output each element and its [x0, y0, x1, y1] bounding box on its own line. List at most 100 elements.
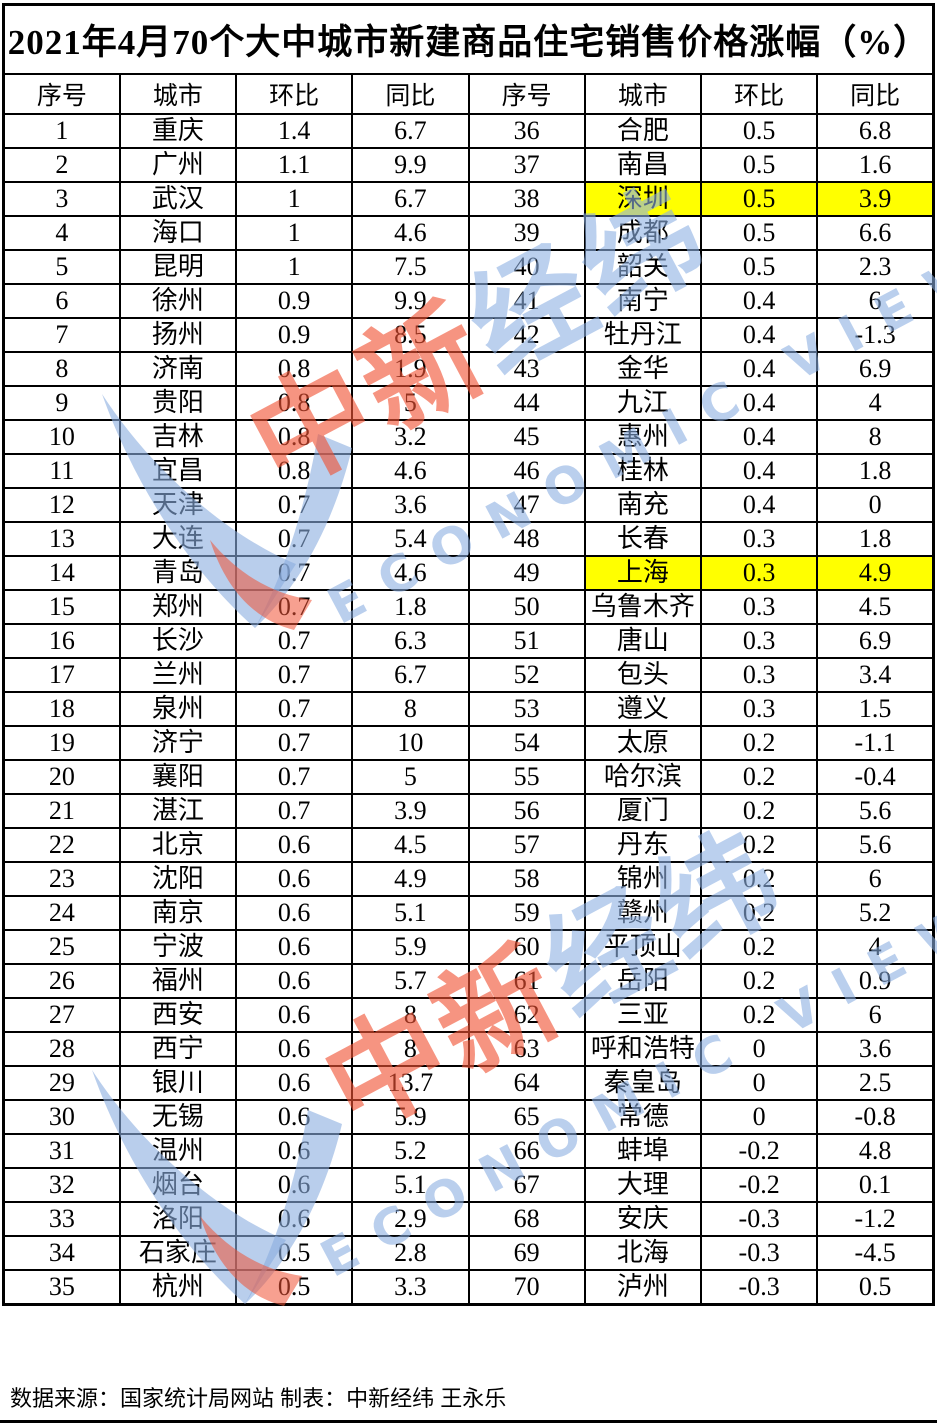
yoy-cell: 7.5	[351, 249, 470, 285]
city-cell: 贵阳	[118, 385, 238, 421]
serial-cell: 28	[2, 1031, 121, 1067]
table-area: 2021年4月70个大中城市新建商品住宅销售价格涨幅（%） 序号 城市 环比 同…	[2, 3, 935, 1306]
yoy-cell: 6	[816, 283, 935, 319]
mom-cell: 0.7	[234, 691, 354, 727]
serial-cell: 2	[2, 147, 121, 183]
yoy-cell: 5.6	[816, 827, 935, 863]
mom-cell: 0.7	[234, 793, 354, 829]
yoy-cell: 4.6	[351, 215, 470, 251]
mom-cell: 0.6	[234, 861, 354, 897]
mom-cell: 0.2	[699, 793, 819, 829]
serial-cell: 50	[467, 589, 586, 625]
mom-cell: 0.3	[699, 623, 819, 659]
table-row: 7 扬州 0.9 8.5 42 牡丹江 0.4 -1.3	[2, 317, 935, 353]
serial-cell: 35	[2, 1269, 121, 1306]
mom-cell: 0.4	[699, 317, 819, 353]
table-row: 11 宜昌 0.8 4.6 46 桂林 0.4 1.8	[2, 453, 935, 489]
city-cell: 兰州	[118, 657, 238, 693]
city-cell: 牡丹江	[583, 317, 703, 353]
city-cell: 长春	[583, 521, 703, 557]
yoy-cell: 4	[816, 929, 935, 965]
yoy-cell: 4.5	[351, 827, 470, 863]
city-cell: 石家庄	[118, 1235, 238, 1271]
table-row: 27 西安 0.6 8 62 三亚 0.2 6	[2, 997, 935, 1033]
city-cell: 武汉	[118, 181, 238, 217]
city-cell: 合肥	[583, 113, 703, 149]
yoy-cell: 6.8	[816, 113, 935, 149]
mom-cell: 0.8	[234, 453, 354, 489]
yoy-cell: 5.4	[351, 521, 470, 557]
serial-cell: 70	[467, 1269, 586, 1306]
yoy-cell: 5.2	[351, 1133, 470, 1169]
yoy-cell: 4.5	[816, 589, 935, 625]
serial-cell: 49	[467, 555, 586, 591]
city-cell: 杭州	[118, 1269, 238, 1306]
page-title: 2021年4月70个大中城市新建商品住宅销售价格涨幅（%）	[2, 3, 935, 75]
yoy-cell: 4.6	[351, 453, 470, 489]
serial-cell: 61	[467, 963, 586, 999]
yoy-cell: 9.9	[351, 147, 470, 183]
mom-cell: 0.4	[699, 453, 819, 489]
table-row: 35 杭州 0.5 3.3 70 泸州 -0.3 0.5	[2, 1269, 935, 1306]
city-cell: 锦州	[583, 861, 703, 897]
city-cell: 济宁	[118, 725, 238, 761]
table-row: 29 银川 0.6 13.7 64 秦皇岛 0 2.5	[2, 1065, 935, 1101]
serial-cell: 32	[2, 1167, 121, 1203]
serial-cell: 12	[2, 487, 121, 523]
table-row: 22 北京 0.6 4.5 57 丹东 0.2 5.6	[2, 827, 935, 863]
serial-cell: 64	[467, 1065, 586, 1101]
yoy-cell: 4.8	[816, 1133, 935, 1169]
table-row: 19 济宁 0.7 10 54 太原 0.2 -1.1	[2, 725, 935, 761]
mom-cell: -0.2	[699, 1167, 819, 1203]
price-table: 2021年4月70个大中城市新建商品住宅销售价格涨幅（%） 序号 城市 环比 同…	[2, 3, 935, 1306]
serial-cell: 69	[467, 1235, 586, 1271]
mom-cell: 0.9	[234, 317, 354, 353]
serial-cell: 7	[2, 317, 121, 353]
yoy-cell: 5.2	[816, 895, 935, 931]
city-cell: 三亚	[583, 997, 703, 1033]
city-cell: 襄阳	[118, 759, 238, 795]
yoy-cell: 6.7	[351, 181, 470, 217]
serial-cell: 59	[467, 895, 586, 931]
serial-cell: 62	[467, 997, 586, 1033]
yoy-cell: 4.6	[351, 555, 470, 591]
serial-cell: 14	[2, 555, 121, 591]
serial-cell: 22	[2, 827, 121, 863]
yoy-cell: 6.7	[351, 113, 470, 149]
yoy-cell: 1.8	[816, 453, 935, 489]
column-header-serial-right: 序号	[467, 73, 586, 115]
yoy-cell: 8.5	[351, 317, 470, 353]
table-row: 18 泉州 0.7 8 53 遵义 0.3 1.5	[2, 691, 935, 727]
city-cell: 北京	[118, 827, 238, 863]
table-row: 17 兰州 0.7 6.7 52 包头 0.3 3.4	[2, 657, 935, 693]
serial-cell: 23	[2, 861, 121, 897]
city-cell: 洛阳	[118, 1201, 238, 1237]
city-cell: 长沙	[118, 623, 238, 659]
city-cell: 太原	[583, 725, 703, 761]
serial-cell: 63	[467, 1031, 586, 1067]
serial-cell: 34	[2, 1235, 121, 1271]
serial-cell: 65	[467, 1099, 586, 1135]
mom-cell: 0.4	[699, 487, 819, 523]
city-cell: 西宁	[118, 1031, 238, 1067]
serial-cell: 37	[467, 147, 586, 183]
mom-cell: 0	[699, 1065, 819, 1101]
mom-cell: 0.6	[234, 929, 354, 965]
city-cell: 泸州	[583, 1269, 703, 1306]
city-cell: 无锡	[118, 1099, 238, 1135]
city-cell: 呼和浩特	[583, 1031, 703, 1067]
title-row: 2021年4月70个大中城市新建商品住宅销售价格涨幅（%）	[2, 3, 935, 75]
mom-cell: 0.5	[699, 249, 819, 285]
yoy-cell: 13.7	[351, 1065, 470, 1101]
yoy-cell: 1.5	[816, 691, 935, 727]
city-cell: 天津	[118, 487, 238, 523]
yoy-cell: 8	[351, 1031, 470, 1067]
serial-cell: 48	[467, 521, 586, 557]
mom-cell: 0.6	[234, 895, 354, 931]
mom-cell: 0.2	[699, 725, 819, 761]
yoy-cell: 5.7	[351, 963, 470, 999]
yoy-cell: 3.2	[351, 419, 470, 455]
serial-cell: 55	[467, 759, 586, 795]
city-cell: 乌鲁木齐	[583, 589, 703, 625]
